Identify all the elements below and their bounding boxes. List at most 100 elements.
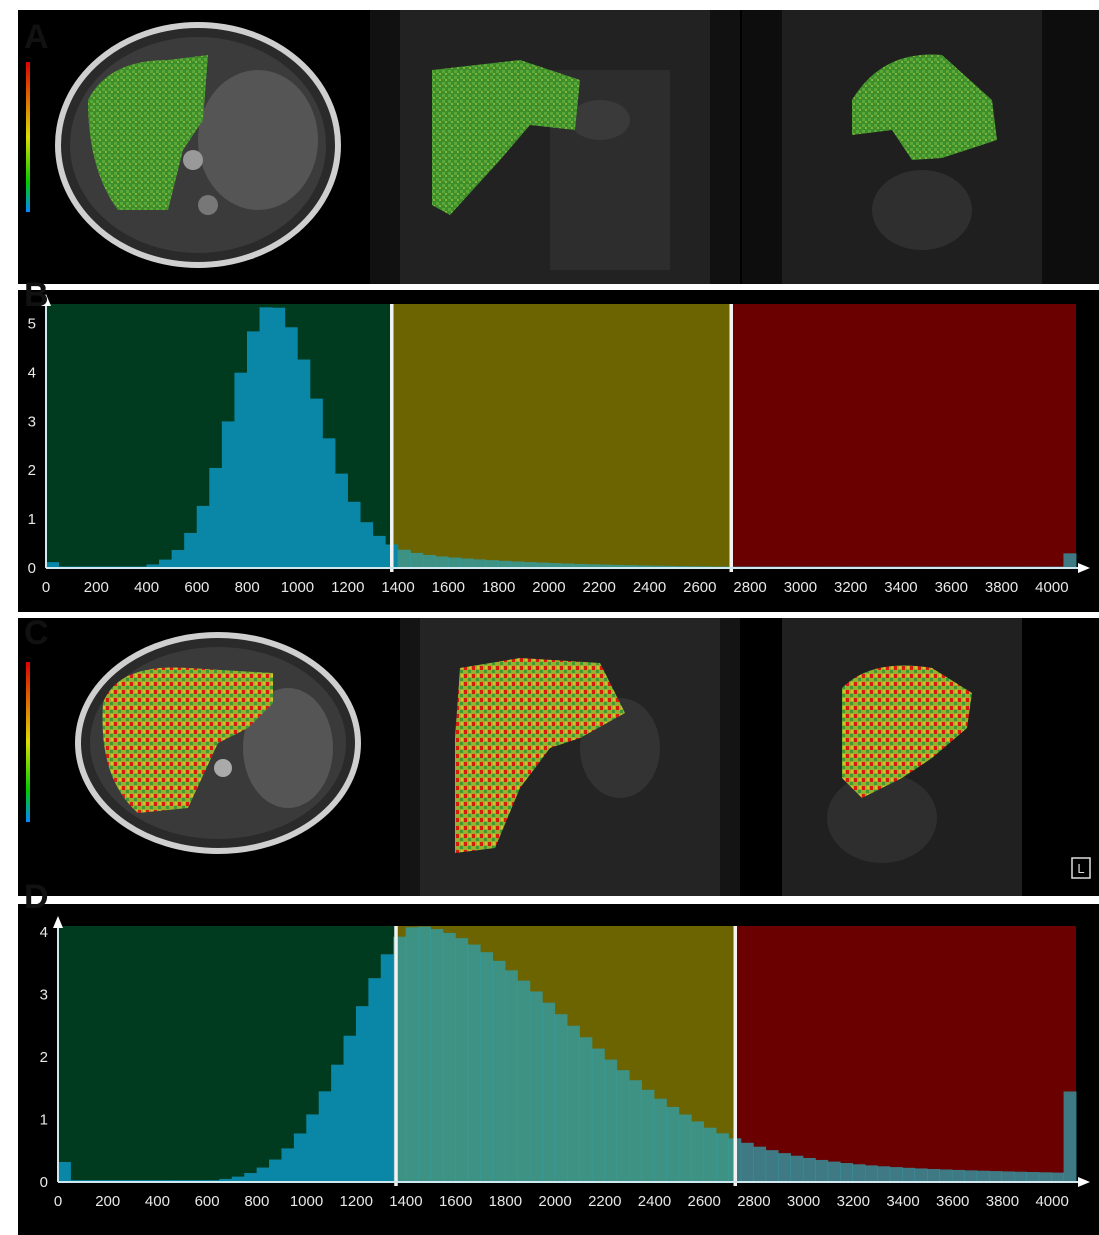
x-tick-label: 600 xyxy=(184,579,209,596)
hist-bar xyxy=(902,1167,916,1182)
hist-bar xyxy=(877,1166,891,1182)
y-tick-label: 1 xyxy=(28,511,36,528)
bars-d xyxy=(58,926,1077,1182)
hist-bar xyxy=(244,1173,258,1182)
hist-bar xyxy=(703,1127,717,1182)
x-tick-label: 400 xyxy=(145,1193,170,1210)
zone-2 xyxy=(735,926,1076,1182)
hist-bar xyxy=(306,1114,320,1182)
hist-bar xyxy=(435,556,449,568)
coronal-view-a xyxy=(370,10,740,284)
hist-bar xyxy=(58,1162,71,1182)
x-tick-label: 1800 xyxy=(489,1193,522,1210)
hist-bar xyxy=(939,1169,953,1182)
x-tick-label: 200 xyxy=(95,1193,120,1210)
hist-bar xyxy=(442,932,456,1182)
y-tick-label: 0 xyxy=(40,1174,48,1191)
hist-bar xyxy=(372,535,386,568)
hist-bar xyxy=(297,359,311,568)
x-tick-label: 0 xyxy=(42,579,50,596)
hist-bar xyxy=(272,307,286,568)
hist-bar xyxy=(678,1114,692,1182)
x-tick-label: 3600 xyxy=(936,1193,969,1210)
hist-bar xyxy=(281,1148,295,1182)
hist-bar xyxy=(231,1176,245,1182)
zone-2 xyxy=(731,304,1076,568)
hist-bar xyxy=(196,505,210,568)
x-tick-label: 2400 xyxy=(633,579,666,596)
x-tick-label: 2800 xyxy=(737,1193,770,1210)
x-tick-label: 3600 xyxy=(935,579,968,596)
hist-bar xyxy=(159,559,173,568)
hist-bar xyxy=(368,978,382,1182)
hist-bar xyxy=(492,960,506,1182)
hist-bar xyxy=(542,1002,556,1182)
hist-bar xyxy=(46,562,60,568)
hist-bar xyxy=(641,1089,655,1182)
panel-letter-b: B xyxy=(24,276,49,314)
hist-bar xyxy=(691,1121,705,1182)
sagittal-view-c: L xyxy=(742,618,1099,896)
hist-bar xyxy=(1063,1091,1077,1182)
hist-bar xyxy=(567,1025,580,1182)
hist-bar xyxy=(790,1155,804,1182)
bars-b xyxy=(46,307,1077,568)
x-tick-label: 2200 xyxy=(583,579,616,596)
hist-bar xyxy=(1013,1171,1027,1182)
hist-bar xyxy=(927,1168,940,1182)
y-tick-label: 2 xyxy=(28,462,36,479)
hist-bar xyxy=(636,565,650,568)
panel-letter-d: D xyxy=(24,878,49,916)
histogram-d: 0 200 400 600 800 1000 1200 1400 1600 1800 2000 220… xyxy=(18,904,1099,1235)
x-tick-label: 3000 xyxy=(784,579,817,596)
hist-bar xyxy=(498,560,512,568)
x-tick-label: 3200 xyxy=(834,579,867,596)
hist-bar xyxy=(1051,1172,1065,1182)
hist-bar xyxy=(591,1048,605,1182)
hist-bar xyxy=(430,929,444,1182)
hist-bar xyxy=(256,1167,270,1182)
axial-view-c xyxy=(18,618,398,896)
hist-bar xyxy=(573,563,587,568)
hist-bar xyxy=(802,1157,816,1182)
hist-bar xyxy=(976,1170,990,1182)
x-tick-label: 1200 xyxy=(340,1193,373,1210)
coronal-view-c xyxy=(400,618,740,896)
hist-bar xyxy=(598,564,612,568)
hist-bar xyxy=(219,1178,233,1182)
hist-bar xyxy=(347,501,361,568)
hist-bar xyxy=(548,563,562,568)
x-tick-label: 400 xyxy=(134,579,159,596)
y-tick-label: 1 xyxy=(40,1112,48,1129)
hist-bar xyxy=(765,1150,779,1182)
histogram-b: 0 200 400 600 800 1000 1200 1400 1600 1800 2000 220… xyxy=(18,290,1099,612)
hist-bar xyxy=(460,558,474,568)
x-tick-label: 3800 xyxy=(985,579,1018,596)
hist-bar xyxy=(740,1142,754,1182)
hist-bar xyxy=(455,938,469,1182)
hist-bar xyxy=(343,1035,357,1182)
x-tick-label: 4000 xyxy=(1035,1193,1068,1210)
x-tick-label: 200 xyxy=(84,579,109,596)
hist-bar xyxy=(246,331,261,568)
hist-bar xyxy=(510,561,524,568)
x-tick-label: 1600 xyxy=(439,1193,472,1210)
hist-bar xyxy=(616,1070,630,1182)
hist-bar xyxy=(666,1106,680,1182)
hist-bar xyxy=(815,1159,829,1182)
thresholds-d xyxy=(394,926,738,1186)
x-tick-label: 0 xyxy=(54,1193,62,1210)
hist-bar xyxy=(293,1133,307,1182)
hist-bar xyxy=(322,438,336,568)
x-tick-label: 3800 xyxy=(986,1193,1019,1210)
x-tick-label: 2600 xyxy=(683,579,716,596)
hist-bar xyxy=(535,562,549,568)
hist-bar xyxy=(753,1146,767,1182)
y-tick-label: 0 xyxy=(28,560,36,577)
hist-bar xyxy=(715,1133,729,1182)
x-tick-label: 1600 xyxy=(432,579,465,596)
hist-bar xyxy=(554,1014,568,1182)
hist-bar xyxy=(1026,1172,1040,1182)
y-tick-label: 3 xyxy=(28,413,36,430)
sagittal-view-a xyxy=(742,10,1099,284)
